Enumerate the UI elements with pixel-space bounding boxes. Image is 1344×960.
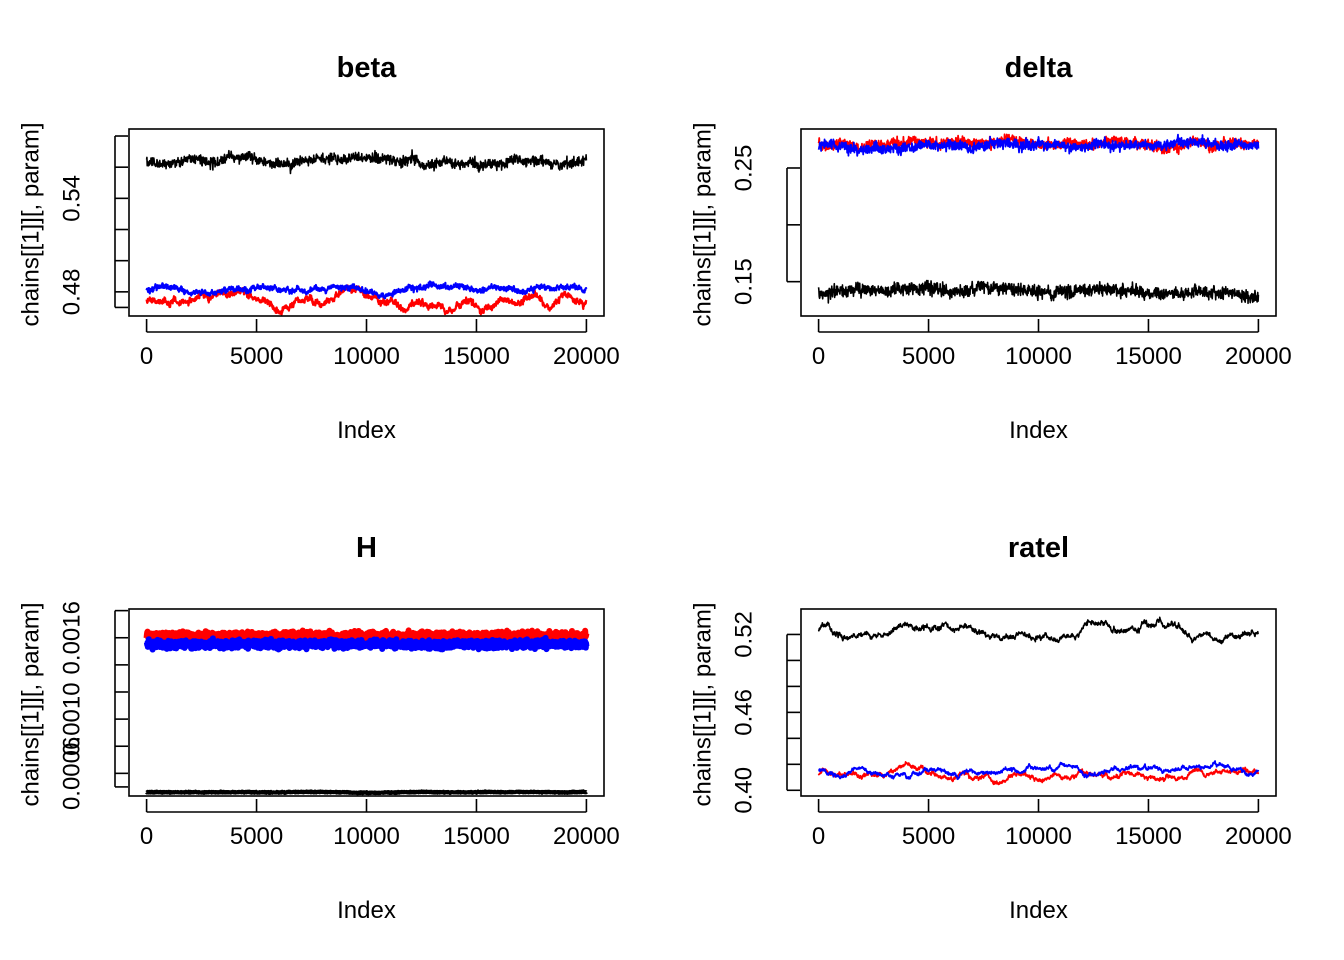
x-tick-label: 15000: [1115, 823, 1182, 850]
x-tick-label: 15000: [443, 823, 510, 850]
series-trace-ff0000: [817, 761, 1260, 786]
x-axis: 0 5000 10000 15000 20000: [812, 799, 1292, 850]
y-axis-label: chains[[1]][, param]: [17, 602, 44, 806]
series-group: [145, 149, 588, 316]
x-axis-label: Index: [1009, 417, 1068, 444]
x-tick-label: 20000: [553, 823, 620, 850]
x-tick-label: 15000: [1115, 343, 1182, 370]
x-tick-label: 20000: [1225, 823, 1292, 850]
plot-frame: [800, 608, 1277, 797]
x-tick-label: 5000: [902, 343, 955, 370]
series-trace-ff0000: [143, 627, 590, 646]
y-tick-label: 0.40: [730, 767, 757, 814]
panel-title: ratel: [1008, 532, 1069, 564]
series-trace-0000ff: [145, 280, 588, 300]
y-axis: 0.40 0.46 0.52: [730, 611, 800, 814]
x-tick-label: 5000: [230, 343, 283, 370]
y-tick-label: 0.0016: [58, 601, 85, 674]
x-axis: 0 5000 10000 15000 20000: [140, 319, 620, 370]
x-axis: 0 5000 10000 15000 20000: [812, 319, 1292, 370]
series-trace-0000ff: [817, 133, 1260, 157]
y-axis-label: chains[[1]][, param]: [17, 122, 44, 326]
x-tick-label: 10000: [1005, 343, 1072, 370]
series-trace-000000: [145, 149, 588, 175]
panel-ratel: 0 5000 10000 15000 20000 0.40 0.46 0.52 ratel Ind…: [689, 532, 1291, 924]
series-group: [817, 133, 1260, 305]
panel-beta: 0 5000 10000 15000 20000 0.48 0.54 beta Index cha…: [17, 52, 619, 444]
series-trace-000000: [144, 789, 589, 796]
x-tick-label: 0: [812, 343, 825, 370]
y-tick-label: 0.0006: [58, 737, 85, 810]
panel-delta: 0 5000 10000 15000 20000 0.15 0.25 delta Index ch…: [689, 52, 1291, 444]
y-tick-label: 0.0010: [58, 682, 85, 755]
x-tick-label: 15000: [443, 343, 510, 370]
plot-frame: [800, 128, 1277, 317]
x-axis: 0 5000 10000 15000 20000: [140, 799, 620, 850]
y-axis-label: chains[[1]][, param]: [689, 602, 716, 806]
y-axis: 0.15 0.25: [730, 145, 800, 305]
y-tick-label: 0.15: [730, 258, 757, 305]
x-tick-label: 20000: [1225, 343, 1292, 370]
panel-title: beta: [337, 52, 398, 84]
x-tick-label: 5000: [230, 823, 283, 850]
series-trace-0000ff: [818, 760, 1260, 781]
y-tick-label: 0.52: [730, 611, 757, 658]
series-trace-000000: [817, 279, 1260, 305]
series-group: [143, 627, 590, 796]
y-tick-label: 0.46: [730, 689, 757, 736]
series-group: [817, 616, 1260, 786]
y-axis-label: chains[[1]][, param]: [689, 122, 716, 326]
y-tick-label: 0.48: [58, 268, 85, 315]
x-axis-label: Index: [337, 417, 396, 444]
x-tick-label: 0: [140, 823, 153, 850]
x-tick-label: 20000: [553, 343, 620, 370]
panel-title: delta: [1005, 52, 1074, 84]
plot-frame: [128, 128, 605, 317]
x-tick-label: 5000: [902, 823, 955, 850]
x-axis-label: Index: [1009, 897, 1068, 924]
x-tick-label: 10000: [333, 823, 400, 850]
panel-title: H: [356, 532, 377, 564]
x-tick-label: 0: [812, 823, 825, 850]
plot-frame: [128, 608, 605, 797]
series-trace-000000: [817, 616, 1260, 645]
x-axis-label: Index: [337, 897, 396, 924]
y-tick-label: 0.54: [58, 175, 85, 222]
x-tick-label: 0: [140, 343, 153, 370]
y-tick-label: 0.25: [730, 145, 757, 192]
y-axis: 0.48 0.54: [58, 135, 128, 315]
x-tick-label: 10000: [1005, 823, 1072, 850]
series-trace-0000ff: [143, 634, 590, 653]
x-tick-label: 10000: [333, 343, 400, 370]
